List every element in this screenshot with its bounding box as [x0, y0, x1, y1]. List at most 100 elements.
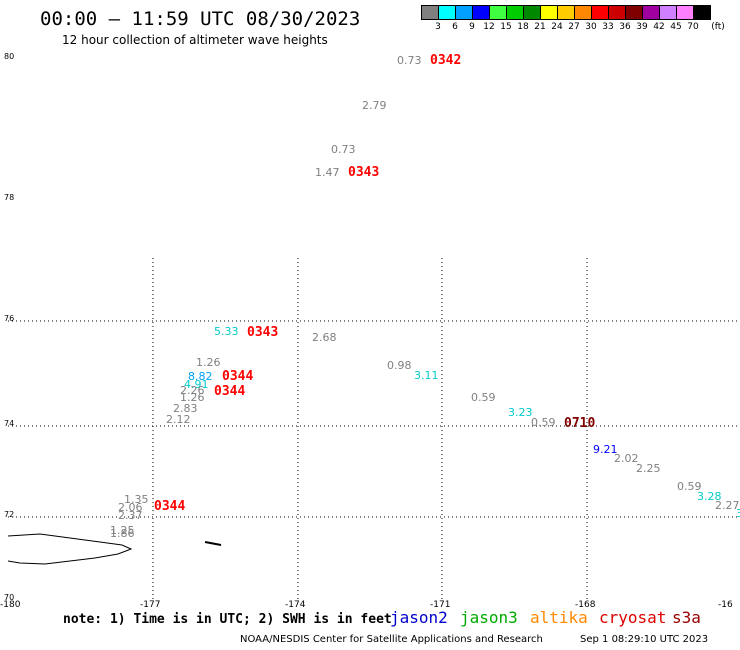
pass-time-label: 0344: [214, 384, 245, 399]
pass-time-label: 0344: [154, 499, 185, 514]
longitude-label: -180: [0, 600, 21, 610]
legend-swatch: [523, 5, 541, 20]
wave-height-label: 1.35: [124, 493, 149, 506]
legend-swatch: [455, 5, 473, 20]
graticule: [8, 258, 740, 600]
coastline-islet: [204, 541, 222, 546]
longitude-label: -174: [285, 600, 306, 610]
satellite-label-jason3: jason3: [460, 608, 518, 627]
legend-label: 30: [585, 22, 597, 32]
legend-swatch: [659, 5, 677, 20]
longitude-label: -168: [575, 600, 596, 610]
wave-height-label: 2.02: [614, 452, 639, 465]
legend-label: 27: [568, 22, 580, 32]
legend-label: 9: [469, 22, 475, 32]
satellite-label-altika: altika: [530, 608, 588, 627]
wave-height-label: 1.26: [180, 391, 205, 404]
wave-height-label: 0.59: [677, 480, 702, 493]
wave-height-label: 1.47: [315, 166, 340, 179]
legend-swatch: [591, 5, 609, 20]
pass-time-label: 0343: [247, 325, 278, 340]
legend-swatch: [642, 5, 660, 20]
legend-label: 15: [500, 22, 512, 32]
pass-time-label: 0343: [348, 165, 379, 180]
latitude-label: 72: [4, 510, 15, 519]
legend-swatch: [557, 5, 575, 20]
wave-height-label: 2.79: [362, 99, 387, 112]
credit-line: NOAA/NESDIS Center for Satellite Applica…: [240, 634, 543, 645]
legend-labels: 3 6 9 12 15 18 21 24 27 30 33 36 39 42 45 70 (ft): [421, 20, 725, 34]
wave-height-labels: 0.732.790.731.475.33 2.681.268.824.912.26…: [110, 53, 740, 540]
wave-height-label: 3.23: [508, 406, 533, 419]
legend-swatch: [693, 5, 711, 20]
wave-height-label: 0.59: [471, 391, 496, 404]
legend-label: 36: [619, 22, 631, 32]
legend-label: 18: [517, 22, 529, 32]
pass-time-label: 0344: [222, 369, 253, 384]
legend-swatches: [421, 5, 711, 20]
wave-height-label: 5.33: [214, 325, 239, 338]
page-title: 00:00 — 11:59 UTC 08/30/2023: [40, 8, 361, 30]
latitude-label: 76: [4, 314, 15, 323]
latitude-label: 78: [4, 193, 15, 202]
legend-label: 3: [435, 22, 441, 32]
generation-timestamp: Sep 1 08:29:10 UTC 2023: [580, 634, 709, 645]
pass-time-label: 0710: [564, 416, 595, 431]
wave-height-label: 1.86: [110, 527, 135, 540]
satellite-label-s3a: s3a: [672, 608, 701, 627]
latitude-label: 74: [4, 419, 15, 428]
wave-height-label: 0.59: [531, 416, 556, 429]
latitude-label: 70: [4, 593, 15, 602]
wave-height-label: 0.98: [387, 359, 412, 372]
footer-note: note: 1) Time is in UTC; 2) SWH is in fe…: [63, 612, 392, 627]
wave-height-label: 0.73: [397, 54, 422, 67]
legend-label: 33: [602, 22, 614, 32]
wave-height-label: 0.73: [331, 143, 356, 156]
latitude-label: 80: [4, 52, 15, 61]
wave-height-label: 2.83: [173, 402, 198, 415]
wave-height-label: 4.91: [184, 378, 209, 391]
coastline-island: [7, 533, 133, 565]
legend-label: 12: [483, 22, 495, 32]
wave-height-label: 9.21: [593, 443, 618, 456]
longitude-label: -177: [140, 600, 161, 610]
legend-swatch: [608, 5, 626, 20]
wave-height-label: 2.37: [118, 509, 143, 522]
legend-label: 39: [636, 22, 648, 32]
wave-height-label: 2.06: [118, 501, 143, 514]
legend-label: 21: [534, 22, 546, 32]
legend-swatch: [625, 5, 643, 20]
wave-height-label: 2.27: [715, 499, 740, 512]
longitude-label: -171: [430, 600, 451, 610]
wave-height-label: 3.28: [697, 490, 722, 503]
wave-height-label: 3.11: [414, 369, 439, 382]
legend-label: 45: [670, 22, 682, 32]
satellite-label-cryosat: cryosat: [599, 608, 667, 627]
wave-height-label: 1.26: [196, 356, 221, 369]
legend-label: 70: [687, 22, 699, 32]
color-legend: 3 6 9 12 15 18 21 24 27 30 33 36 39 42 45 70 (ft): [421, 5, 725, 35]
legend-label: 6: [452, 22, 458, 32]
legend-swatch: [421, 5, 439, 20]
satellite-label-jason2: jason2: [390, 608, 448, 627]
longitude-label: -16: [718, 600, 733, 610]
wave-height-label: 2.25: [636, 462, 661, 475]
page-subtitle: 12 hour collection of altimeter wave hei…: [62, 33, 328, 47]
wave-height-label: 2.12: [166, 413, 191, 426]
wave-height-label: 1.25: [110, 524, 135, 537]
wave-height-label: 2.68: [312, 331, 337, 344]
wave-height-label: 2.26: [180, 384, 205, 397]
legend-swatch: [438, 5, 456, 20]
legend-unit: (ft): [711, 22, 725, 32]
legend-label: 42: [653, 22, 665, 32]
wave-height-label: 3: [736, 507, 740, 520]
legend-swatch: [540, 5, 558, 20]
legend-swatch: [574, 5, 592, 20]
legend-swatch: [506, 5, 524, 20]
legend-swatch: [489, 5, 507, 20]
legend-label: 24: [551, 22, 563, 32]
pass-time-label: 0342: [430, 53, 461, 68]
wave-height-label: 8.82: [188, 370, 213, 383]
legend-swatch: [472, 5, 490, 20]
